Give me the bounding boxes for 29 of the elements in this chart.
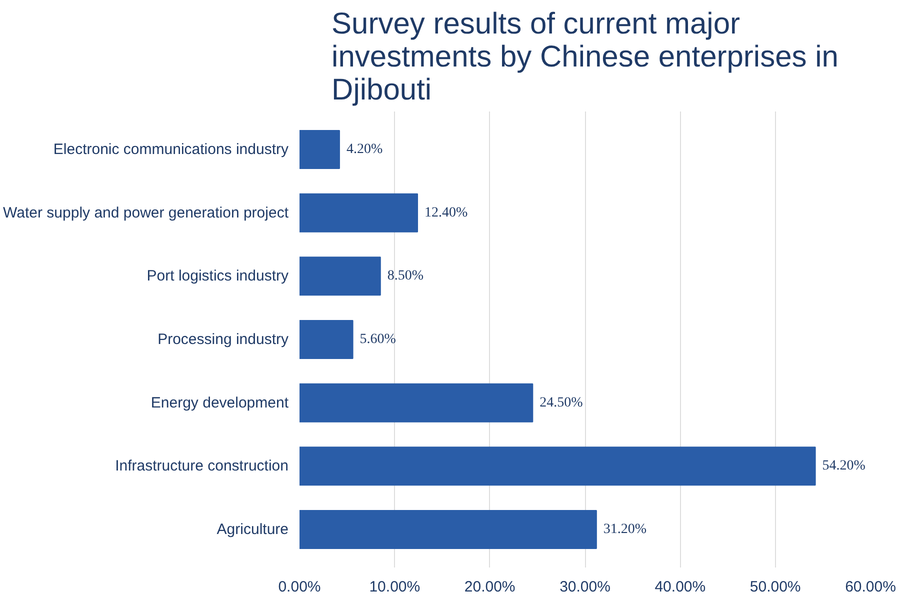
y-tick-label: Infrastructure construction	[115, 458, 289, 475]
bar	[300, 193, 418, 232]
data-label: 31.20%	[603, 522, 647, 537]
y-tick-label: Agriculture	[216, 521, 289, 538]
x-tick-label: 10.00%	[369, 578, 420, 596]
data-label: 4.20%	[346, 142, 383, 157]
x-tick-label: 60.00%	[845, 578, 896, 596]
y-tick-label: Energy development	[150, 394, 290, 412]
data-label: 5.60%	[360, 332, 396, 347]
x-tick-label: 0.00%	[278, 578, 321, 596]
data-label: 54.20%	[822, 458, 866, 474]
chart-title: Survey results of current major investments by Chinese enterprises in Djibouti	[332, 8, 838, 106]
y-tick-label: Port logistics industry	[146, 268, 289, 285]
bar	[300, 256, 381, 296]
x-tick-label: 40.00%	[654, 578, 706, 596]
bar	[300, 320, 354, 359]
x-tick-label: 20.00%	[464, 578, 516, 596]
data-label: 24.50%	[540, 395, 584, 410]
x-tick-label: 50.00%	[750, 578, 801, 596]
data-label: 8.50%	[387, 268, 424, 284]
y-tick-label: Water supply and power generation project	[3, 204, 290, 222]
y-tick-label: Processing industry	[158, 331, 289, 348]
bar	[300, 383, 534, 422]
x-tick-label: 30.00%	[560, 578, 610, 596]
bar	[300, 130, 340, 169]
y-tick-label: Electronic communications industry	[53, 141, 289, 158]
data-label: 12.40%	[424, 205, 468, 220]
bar	[300, 510, 597, 549]
bar	[300, 446, 816, 486]
